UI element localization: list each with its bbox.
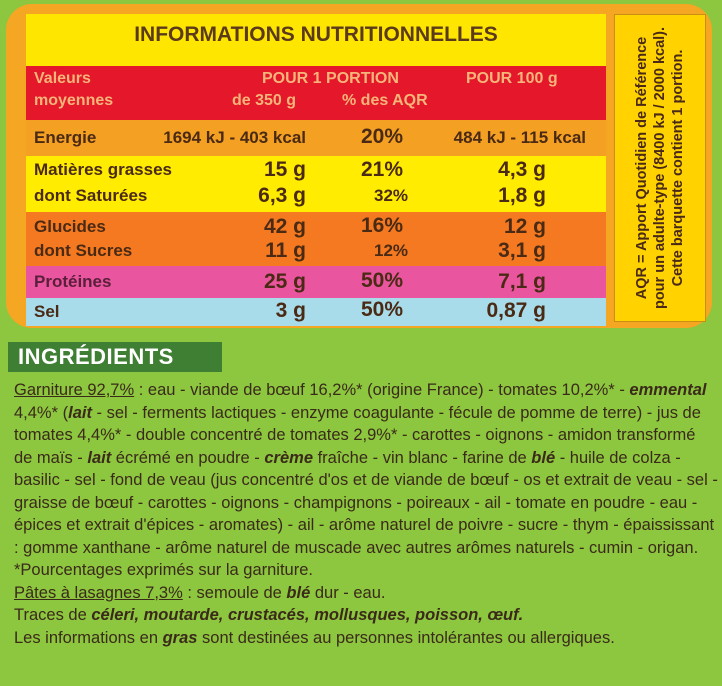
header-portion-aqr: % des AQR <box>342 92 428 109</box>
traces-allergens: céleri, moutarde, crustacés, mollusques,… <box>91 606 524 624</box>
nutrient-aqr: 20% <box>361 125 404 148</box>
garniture-label: Garniture 92,7% <box>14 381 135 399</box>
allergen-emmental: emmental <box>629 381 707 399</box>
info-suffix: sont destinées au personnes intolérantes… <box>197 628 615 647</box>
nutrition-row-protein: Protéines 25 g 50% 7,1 g <box>26 266 606 298</box>
nutrient-per100: 484 kJ - 115 kcal <box>453 128 586 147</box>
ingredients-info: Les informations en gras sont destinées … <box>14 627 718 650</box>
nutrient-aqr: 32% <box>374 186 409 205</box>
nutrient-portion: 15 g <box>263 158 306 181</box>
ingredients-garniture: Garniture 92,7% : eau - viande de bœuf 1… <box>14 379 718 582</box>
nutrient-portion: 3 g <box>275 299 306 322</box>
nutrient-label: Energie <box>34 128 97 147</box>
ingredient-text: 4,4%* ( <box>14 403 69 422</box>
nutrient-portion: 6,3 g <box>258 184 306 207</box>
aqr-note-text: AQR = Apport Quotidien de Référence pour… <box>634 26 686 310</box>
nutrient-label: Sel <box>34 302 60 321</box>
nutrition-header-row: Valeurs moyennes POUR 1 PORTION de 350 g… <box>26 66 606 120</box>
aqr-note-box: AQR = Apport Quotidien de Référence pour… <box>614 14 706 322</box>
pates-label: Pâtes à lasagnes 7,3% <box>14 583 183 602</box>
ingredient-text: - sel - ferments lactiques - enzyme coag… <box>14 403 701 467</box>
nutrient-portion: 25 g <box>263 270 306 293</box>
nutrient-portion: 42 g <box>263 215 306 238</box>
nutrient-per100: 1,8 g <box>498 184 546 207</box>
ingredient-text: fraîche - vin blanc - farine de <box>313 448 532 467</box>
ingredient-text: : eau - viande de bœuf 16,2%* (origine F… <box>134 381 625 399</box>
nutrient-label: Matières grasses <box>34 160 172 179</box>
nutrition-table: INFORMATIONS NUTRITIONNELLES Valeurs moy… <box>26 14 606 326</box>
nutrition-row-salt: Sel 3 g 50% 0,87 g <box>26 298 606 326</box>
allergen-creme: crème <box>264 448 313 467</box>
ingredients-pates: Pâtes à lasagnes 7,3% : semoule de blé d… <box>14 582 718 605</box>
nutrient-label: Glucides <box>34 217 106 236</box>
nutrient-label: dont Saturées <box>34 186 148 205</box>
allergen-lait: lait <box>87 448 112 467</box>
nutrient-per100: 3,1 g <box>498 239 546 262</box>
ingredients-traces: Traces de céleri, moutarde, crustacés, m… <box>14 604 718 627</box>
header-label-line1: Valeurs <box>34 70 91 87</box>
header-label-line2: moyennes <box>34 92 114 109</box>
nutrient-aqr: 50% <box>361 298 404 321</box>
ingredients-body: Garniture 92,7% : eau - viande de bœuf 1… <box>14 379 718 649</box>
header-per100-title: POUR 100 g <box>466 70 558 87</box>
nutrition-section: INFORMATIONS NUTRITIONNELLES Valeurs moy… <box>0 0 722 335</box>
ingredients-heading: INGRÉDIENTS <box>8 342 222 372</box>
header-portion-size: de 350 g <box>232 92 297 109</box>
traces-prefix: Traces de <box>14 606 92 624</box>
nutrient-aqr: 21% <box>361 158 404 181</box>
allergen-lait: lait <box>68 403 92 422</box>
ingredient-text: : semoule de <box>182 583 287 602</box>
nutrition-row-carbs: Glucides 42 g 16% 12 g dont Sucres 11 g … <box>26 212 606 266</box>
nutrient-portion: 1694 kJ - 403 kcal <box>163 128 306 147</box>
nutrient-per100: 7,1 g <box>498 270 546 293</box>
info-prefix: Les informations en <box>14 628 163 647</box>
ingredient-text: écrémé en poudre - <box>111 448 265 467</box>
nutrient-per100: 0,87 g <box>486 299 546 322</box>
ingredient-text: dur - eau. <box>310 583 386 602</box>
info-gras: gras <box>162 628 198 647</box>
allergen-ble: blé <box>286 583 311 602</box>
nutrient-per100: 4,3 g <box>498 158 546 181</box>
nutrition-row-energie: Energie 1694 kJ - 403 kcal 20% 484 kJ - … <box>26 120 606 156</box>
nutrient-per100: 12 g <box>503 215 546 238</box>
nutrient-aqr: 50% <box>361 269 404 292</box>
nutrition-panel: INFORMATIONS NUTRITIONNELLES Valeurs moy… <box>6 4 712 328</box>
nutrient-portion: 11 g <box>265 239 306 262</box>
allergen-ble: blé <box>531 448 556 467</box>
nutrition-title: INFORMATIONS NUTRITIONNELLES <box>26 14 606 56</box>
nutrition-row-fat: Matières grasses 15 g 21% 4,3 g dont Sat… <box>26 156 606 212</box>
nutrient-aqr: 16% <box>361 214 404 237</box>
nutrient-label: Protéines <box>34 272 112 291</box>
ingredient-text: - huile de colza - basilic - sel - fond … <box>14 448 718 580</box>
header-portion-title: POUR 1 PORTION <box>262 70 399 87</box>
nutrient-label: dont Sucres <box>34 241 133 260</box>
nutrient-aqr: 12% <box>374 241 409 260</box>
